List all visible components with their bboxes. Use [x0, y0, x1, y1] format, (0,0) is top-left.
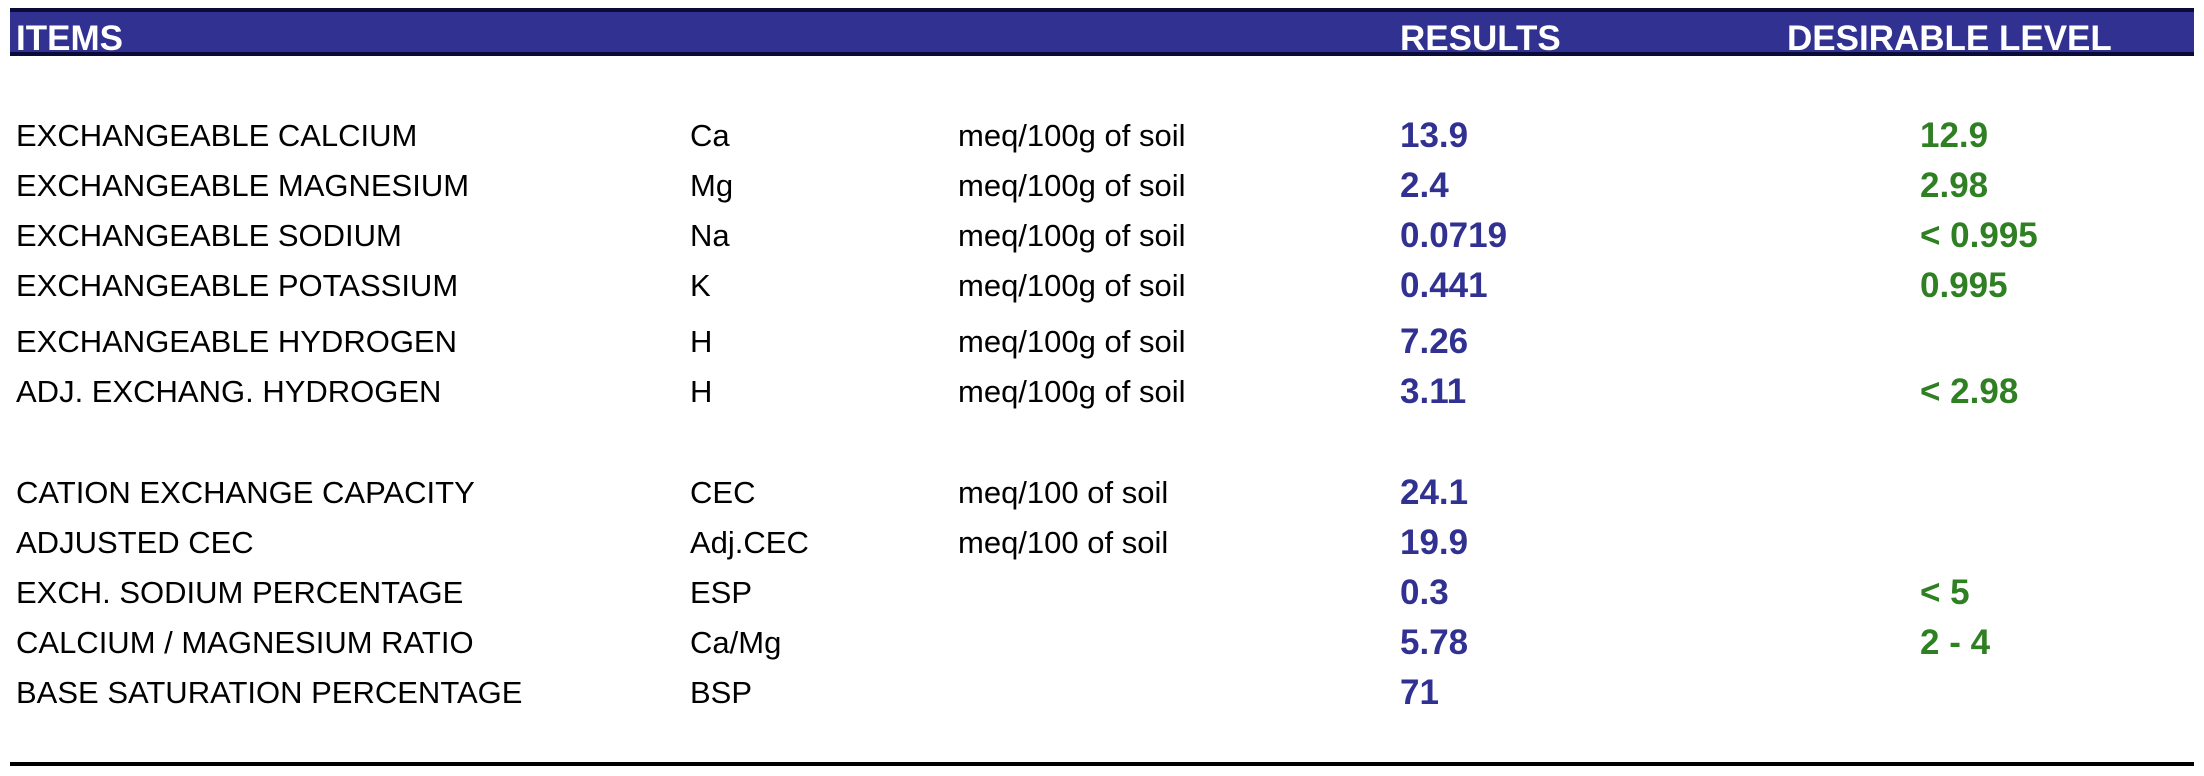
item-name: EXCHANGEABLE CALCIUM [16, 118, 418, 153]
item-unit: meq/100g of soil [958, 268, 1186, 303]
table-row: CATION EXCHANGE CAPACITY CEC meq/100 of … [0, 473, 2204, 513]
table-row: CALCIUM / MAGNESIUM RATIO Ca/Mg 5.78 2 -… [0, 623, 2204, 663]
desirable-value: 2.98 [1920, 166, 1989, 205]
item-symbol: Ca/Mg [690, 625, 782, 660]
items-header: ITEMS [16, 19, 123, 58]
desirable-value: 2 - 4 [1920, 623, 1991, 662]
table-row: BASE SATURATION PERCENTAGE BSP 71 [0, 673, 2204, 713]
result-value: 3.11 [1400, 372, 1467, 411]
item-unit: meq/100g of soil [958, 168, 1186, 203]
item-name: EXCHANGEABLE SODIUM [16, 218, 402, 253]
item-symbol: CEC [690, 475, 756, 510]
item-unit: meq/100g of soil [958, 118, 1186, 153]
table-header: ITEMS RESULTS DESIRABLE LEVEL [10, 8, 2194, 56]
table-row: EXCH. SODIUM PERCENTAGE ESP 0.3 < 5 [0, 573, 2204, 613]
item-symbol: K [690, 268, 711, 303]
item-name: EXCH. SODIUM PERCENTAGE [16, 575, 464, 610]
result-value: 0.441 [1400, 266, 1488, 305]
item-name: CALCIUM / MAGNESIUM RATIO [16, 625, 474, 660]
item-symbol: H [690, 374, 713, 409]
item-unit: meq/100 of soil [958, 475, 1169, 510]
item-symbol: Na [690, 218, 730, 253]
item-name: CATION EXCHANGE CAPACITY [16, 475, 475, 510]
desirable-value: < 0.995 [1920, 216, 2038, 255]
table-row: EXCHANGEABLE CALCIUM Ca meq/100g of soil… [0, 116, 2204, 156]
item-symbol: Ca [690, 118, 730, 153]
result-value: 71 [1400, 673, 1439, 712]
item-symbol: ESP [690, 575, 753, 610]
table-row: EXCHANGEABLE MAGNESIUM Mg meq/100g of so… [0, 166, 2204, 206]
result-value: 24.1 [1400, 473, 1469, 512]
table-row: ADJUSTED CEC Adj.CEC meq/100 of soil 19.… [0, 523, 2204, 563]
item-unit: meq/100g of soil [958, 374, 1186, 409]
item-name: ADJ. EXCHANG. HYDROGEN [16, 374, 442, 409]
table-row: EXCHANGEABLE HYDROGEN H meq/100g of soil… [0, 322, 2204, 362]
item-name: BASE SATURATION PERCENTAGE [16, 675, 523, 710]
desirable-value: < 2.98 [1920, 372, 2019, 411]
result-value: 0.0719 [1400, 216, 1508, 255]
item-symbol: BSP [690, 675, 753, 710]
item-unit: meq/100g of soil [958, 218, 1186, 253]
desirable-value: 12.9 [1920, 116, 1989, 155]
item-name: EXCHANGEABLE MAGNESIUM [16, 168, 470, 203]
desirable-value: < 5 [1920, 573, 1970, 612]
result-value: 13.9 [1400, 116, 1469, 155]
desirable-value: 0.995 [1920, 266, 2008, 305]
result-value: 2.4 [1400, 166, 1449, 205]
item-symbol: Adj.CEC [690, 525, 809, 560]
table-row: EXCHANGEABLE POTASSIUM K meq/100g of soi… [0, 266, 2204, 306]
item-symbol: Mg [690, 168, 734, 203]
table-row: ADJ. EXCHANG. HYDROGEN H meq/100g of soi… [0, 372, 2204, 412]
result-value: 0.3 [1400, 573, 1449, 612]
item-name: EXCHANGEABLE POTASSIUM [16, 268, 459, 303]
item-name: ADJUSTED CEC [16, 525, 254, 560]
desirable-level-header: DESIRABLE LEVEL [1787, 19, 2112, 58]
result-value: 7.26 [1400, 322, 1469, 361]
bottom-divider [10, 762, 2194, 766]
result-value: 5.78 [1400, 623, 1469, 662]
table-row: EXCHANGEABLE SODIUM Na meq/100g of soil … [0, 216, 2204, 256]
results-header: RESULTS [1400, 19, 1561, 58]
item-unit: meq/100g of soil [958, 324, 1186, 359]
result-value: 19.9 [1400, 523, 1469, 562]
item-symbol: H [690, 324, 713, 359]
item-name: EXCHANGEABLE HYDROGEN [16, 324, 457, 359]
item-unit: meq/100 of soil [958, 525, 1169, 560]
